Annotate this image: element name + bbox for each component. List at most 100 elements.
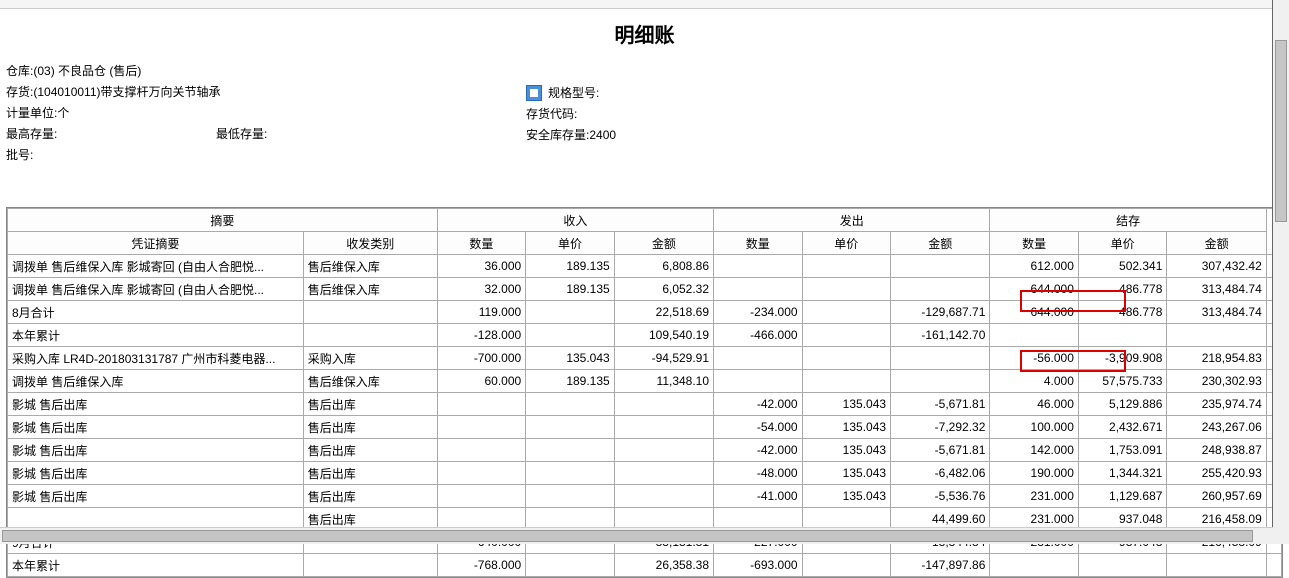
table-cell: 售后维保入库 xyxy=(303,370,437,393)
table-cell: -768.000 xyxy=(437,554,526,577)
col-out-group[interactable]: 发出 xyxy=(714,209,990,232)
warehouse-value: (03) 不良品仓 (售后) xyxy=(33,62,141,79)
col-in-qty[interactable]: 数量 xyxy=(437,232,526,255)
table-cell: 100.000 xyxy=(990,416,1079,439)
table-cell xyxy=(714,255,803,278)
table-cell: 售后出库 xyxy=(303,485,437,508)
col-in-amt[interactable]: 金额 xyxy=(614,232,713,255)
table-cell xyxy=(802,370,891,393)
table-cell: 231.000 xyxy=(990,485,1079,508)
stock-value: (104010011)带支撑杆万向关节轴承 xyxy=(33,83,220,100)
table-cell xyxy=(526,439,615,462)
table-cell: 248,938.87 xyxy=(1167,439,1266,462)
table-cell xyxy=(802,324,891,347)
table-cell: -48.000 xyxy=(714,462,803,485)
table-row[interactable]: 影城 售后出库售后出库-54.000135.043-7,292.32100.00… xyxy=(8,416,1282,439)
safestock-value: 2400 xyxy=(589,128,616,142)
table-cell: 486.778 xyxy=(1078,301,1167,324)
page-title: 明细账 xyxy=(6,19,1283,48)
table-cell: 影城 售后出库 xyxy=(8,416,304,439)
table-cell: 612.000 xyxy=(990,255,1079,278)
table-cell: 影城 售后出库 xyxy=(8,485,304,508)
table-cell: -5,671.81 xyxy=(891,393,990,416)
table-cell xyxy=(526,324,615,347)
table-row[interactable]: 调拨单 售后维保入库 影城寄回 (自由人合肥悦...售后维保入库32.00018… xyxy=(8,278,1282,301)
col-bal-qty[interactable]: 数量 xyxy=(990,232,1079,255)
vertical-scrollbar[interactable] xyxy=(1272,0,1289,544)
safestock-label: 安全库存量: xyxy=(526,126,589,143)
table-row[interactable]: 影城 售后出库售后出库-41.000135.043-5,536.76231.00… xyxy=(8,485,1282,508)
table-row[interactable]: 8月合计119.00022,518.69-234.000-129,687.716… xyxy=(8,301,1282,324)
table-row[interactable]: 影城 售后出库售后出库-42.000135.043-5,671.81142.00… xyxy=(8,439,1282,462)
grid-icon[interactable] xyxy=(526,85,542,101)
table-cell: 调拨单 售后维保入库 影城寄回 (自由人合肥悦... xyxy=(8,278,304,301)
table-cell: 218,954.83 xyxy=(1167,347,1266,370)
col-out-price[interactable]: 单价 xyxy=(802,232,891,255)
table-cell: 644.000 xyxy=(990,278,1079,301)
vertical-scrollbar-thumb[interactable] xyxy=(1275,40,1287,222)
col-bal-price[interactable]: 单价 xyxy=(1078,232,1167,255)
table-row[interactable]: 影城 售后出库售后出库-48.000135.043-6,482.06190.00… xyxy=(8,462,1282,485)
table-cell: -42.000 xyxy=(714,439,803,462)
table-cell xyxy=(1167,554,1266,577)
col-type[interactable]: 收发类别 xyxy=(303,232,437,255)
table-cell xyxy=(891,278,990,301)
col-bal-amt[interactable]: 金额 xyxy=(1167,232,1266,255)
table-cell xyxy=(437,416,526,439)
table-cell: -41.000 xyxy=(714,485,803,508)
col-in-price[interactable]: 单价 xyxy=(526,232,615,255)
maxstock-label: 最高存量: xyxy=(6,125,216,142)
table-cell xyxy=(714,347,803,370)
col-in-group[interactable]: 收入 xyxy=(437,209,713,232)
table-cell: 307,432.42 xyxy=(1167,255,1266,278)
table-cell: 36.000 xyxy=(437,255,526,278)
table-cell: 32.000 xyxy=(437,278,526,301)
table-cell: -147,897.86 xyxy=(891,554,990,577)
table-cell xyxy=(714,278,803,301)
table-cell: -3,909.908 xyxy=(1078,347,1167,370)
table-row[interactable]: 采购入库 LR4D-201803131787 广州市科菱电器...采购入库-70… xyxy=(8,347,1282,370)
horizontal-scrollbar-thumb[interactable] xyxy=(2,530,1253,542)
table-cell: 46.000 xyxy=(990,393,1079,416)
table-cell xyxy=(802,347,891,370)
table-row[interactable]: 本年累计-768.00026,358.38-693.000-147,897.86 xyxy=(8,554,1282,577)
table-cell: 135.043 xyxy=(526,347,615,370)
table-cell xyxy=(891,370,990,393)
table-cell xyxy=(526,485,615,508)
table-cell: 影城 售后出库 xyxy=(8,439,304,462)
table-cell: 57,575.733 xyxy=(1078,370,1167,393)
table-cell: -128.000 xyxy=(437,324,526,347)
col-out-amt[interactable]: 金额 xyxy=(891,232,990,255)
horizontal-scrollbar[interactable] xyxy=(0,527,1273,544)
table-cell xyxy=(437,462,526,485)
table-cell: 255,420.93 xyxy=(1167,462,1266,485)
table-cell xyxy=(303,324,437,347)
stockcode-label: 存货代码: xyxy=(526,105,577,122)
table-cell: 6,052.32 xyxy=(614,278,713,301)
table-cell xyxy=(891,347,990,370)
table-cell xyxy=(802,255,891,278)
table-cell: 影城 售后出库 xyxy=(8,393,304,416)
table-cell: 486.778 xyxy=(1078,278,1167,301)
table-cell: 售后维保入库 xyxy=(303,255,437,278)
table-cell: 售后出库 xyxy=(303,393,437,416)
table-row[interactable]: 影城 售后出库售后出库-42.000135.043-5,671.8146.000… xyxy=(8,393,1282,416)
stock-label: 存货: xyxy=(6,83,33,100)
table-cell: -54.000 xyxy=(714,416,803,439)
col-out-qty[interactable]: 数量 xyxy=(714,232,803,255)
col-voucher[interactable]: 凭证摘要 xyxy=(8,232,304,255)
table-row[interactable]: 本年累计-128.000109,540.19-466.000-161,142.7… xyxy=(8,324,1282,347)
table-cell: 22,518.69 xyxy=(614,301,713,324)
table-cell: 售后出库 xyxy=(303,416,437,439)
table-row[interactable]: 调拨单 售后维保入库售后维保入库60.000189.13511,348.104.… xyxy=(8,370,1282,393)
col-bal-group[interactable]: 结存 xyxy=(990,209,1266,232)
table-cell: 采购入库 LR4D-201803131787 广州市科菱电器... xyxy=(8,347,304,370)
col-summary-group[interactable]: 摘要 xyxy=(8,209,438,232)
table-cell: 1,129.687 xyxy=(1078,485,1167,508)
table-row[interactable]: 调拨单 售后维保入库 影城寄回 (自由人合肥悦...售后维保入库36.00018… xyxy=(8,255,1282,278)
table-cell: 本年累计 xyxy=(8,554,304,577)
table-cell xyxy=(526,393,615,416)
table-cell: -693.000 xyxy=(714,554,803,577)
table-cell xyxy=(990,554,1079,577)
table-cell: -161,142.70 xyxy=(891,324,990,347)
